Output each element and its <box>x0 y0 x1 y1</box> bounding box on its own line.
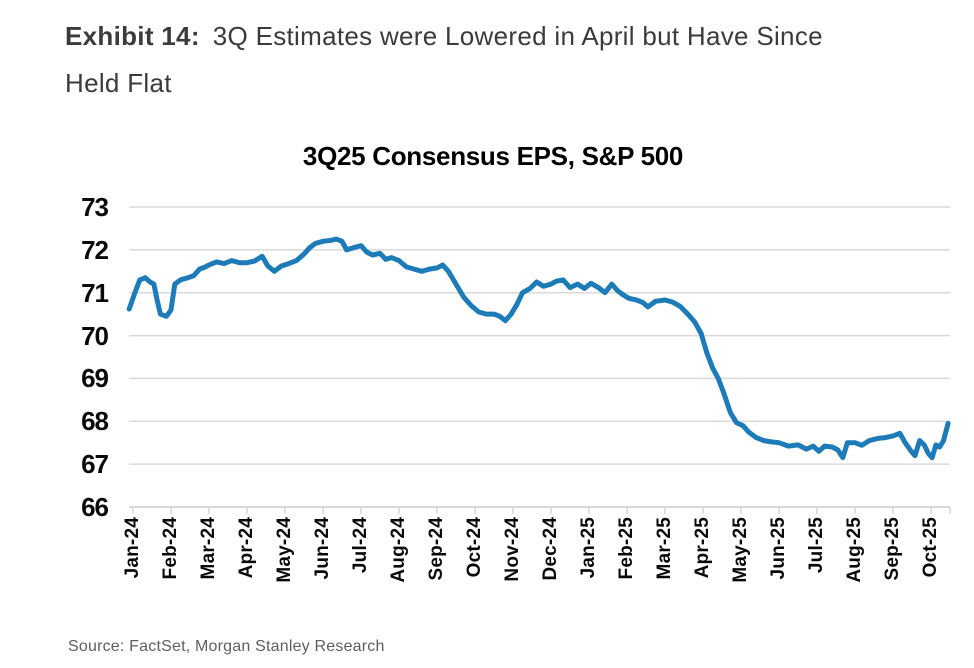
y-tick-label: 67 <box>81 449 109 479</box>
x-tick-label: Feb-24 <box>160 517 181 580</box>
y-tick-label: 66 <box>81 492 109 522</box>
x-tick-label: Sep-24 <box>426 517 447 581</box>
x-tick-label: Jul-25 <box>806 517 827 574</box>
x-tick-label: Jan-24 <box>122 517 143 579</box>
x-tick-label: Jan-25 <box>578 517 599 579</box>
x-tick-label: May-24 <box>274 517 295 583</box>
y-tick-label: 68 <box>81 406 109 436</box>
x-tick-label: Mar-25 <box>654 517 675 580</box>
x-tick-label: Oct-25 <box>920 517 941 578</box>
x-tick-label: Apr-24 <box>236 517 257 579</box>
exhibit-title-line2: Held Flat <box>65 68 172 98</box>
x-tick-label: Feb-25 <box>616 517 637 580</box>
x-tick-label: Jun-25 <box>768 517 789 580</box>
exhibit-number-label: Exhibit 14: <box>65 21 200 51</box>
y-tick-label: 69 <box>81 363 109 393</box>
chart-title: 3Q25 Consensus EPS, S&P 500 <box>302 141 684 171</box>
y-tick-label: 70 <box>81 321 109 351</box>
source-note: Source: FactSet, Morgan Stanley Research <box>68 638 385 655</box>
y-tick-label: 73 <box>81 192 109 222</box>
x-tick-label: Jun-24 <box>312 517 333 580</box>
eps-series-line <box>126 236 951 461</box>
x-tick-label: Jul-24 <box>350 517 371 574</box>
x-tick-label: Nov-24 <box>502 517 523 582</box>
x-tick-label: Aug-25 <box>844 517 865 583</box>
x-tick-label: Dec-24 <box>540 517 561 581</box>
x-tick-label: Aug-24 <box>388 517 409 583</box>
exhibit-title-line1: 3Q Estimates were Lowered in April but H… <box>212 21 823 51</box>
x-tick-label: May-25 <box>730 517 751 583</box>
y-tick-label: 72 <box>81 235 109 265</box>
x-tick-label: Oct-24 <box>464 517 485 578</box>
x-tick-label: Apr-25 <box>692 517 713 579</box>
exhibit-heading: Exhibit 14: 3Q Estimates were Lowered in … <box>65 13 955 107</box>
x-tick-label: Sep-25 <box>882 517 903 581</box>
x-tick-label: Mar-24 <box>198 517 219 580</box>
y-tick-label: 71 <box>81 278 109 308</box>
